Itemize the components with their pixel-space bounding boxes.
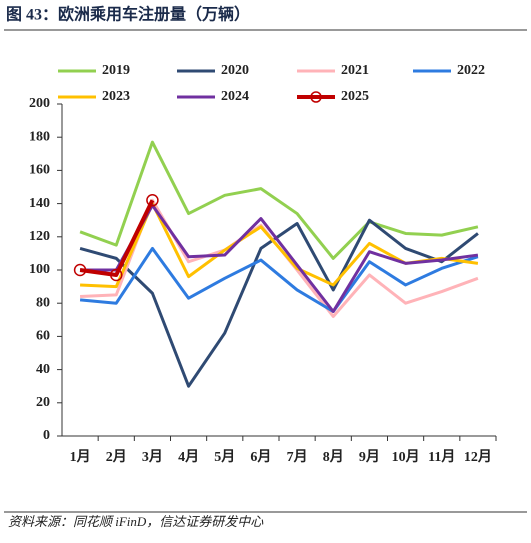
x-tick-label: 10月 xyxy=(392,449,420,465)
series-marker xyxy=(73,263,87,277)
y-tick-label: 0 xyxy=(43,428,50,443)
legend-label: 2020 xyxy=(221,63,249,78)
x-tick-label: 7月 xyxy=(287,449,308,465)
legend-label: 2021 xyxy=(341,63,369,78)
source-note: 资料来源：同花顺 iFinD，信达证券研发中心 xyxy=(8,514,264,529)
series-marker xyxy=(146,194,159,207)
series-line xyxy=(79,140,479,260)
series-line xyxy=(80,203,479,313)
x-tick-label: 8月 xyxy=(323,449,344,465)
series-line xyxy=(79,199,155,277)
y-tick-label: 160 xyxy=(29,163,50,178)
x-tick-label: 3月 xyxy=(142,449,163,465)
series-line xyxy=(79,246,479,313)
x-tick-label: 6月 xyxy=(250,449,271,465)
legend-marker xyxy=(310,91,322,103)
series-line xyxy=(80,198,479,318)
y-tick-label: 80 xyxy=(36,295,50,310)
y-tick-label: 100 xyxy=(29,262,50,277)
y-tick-label: 20 xyxy=(36,395,50,410)
x-tick-label: 5月 xyxy=(214,449,235,465)
y-tick-label: 200 xyxy=(29,96,50,111)
y-tick-label: 40 xyxy=(36,362,50,377)
y-tick-label: 120 xyxy=(29,229,50,244)
series-line xyxy=(79,218,479,388)
y-tick-label: 180 xyxy=(29,129,50,144)
x-tick-label: 2月 xyxy=(106,449,127,465)
x-tick-label: 12月 xyxy=(464,449,492,465)
series-marker xyxy=(110,268,123,282)
legend-label: 2019 xyxy=(102,63,130,78)
legend-label: 2023 xyxy=(102,89,130,104)
chart-title: 图 43：欧洲乘用车注册量（万辆） xyxy=(6,5,250,24)
x-tick-label: 4月 xyxy=(178,449,199,465)
y-tick-label: 60 xyxy=(36,329,50,344)
legend-label: 2022 xyxy=(457,63,485,78)
x-tick-label: 1月 xyxy=(70,449,91,465)
legend-label: 2024 xyxy=(221,89,249,104)
y-tick-label: 140 xyxy=(29,196,50,211)
x-tick-label: 11月 xyxy=(428,449,455,465)
legend-label: 2025 xyxy=(341,89,369,104)
x-tick-label: 9月 xyxy=(359,449,380,465)
